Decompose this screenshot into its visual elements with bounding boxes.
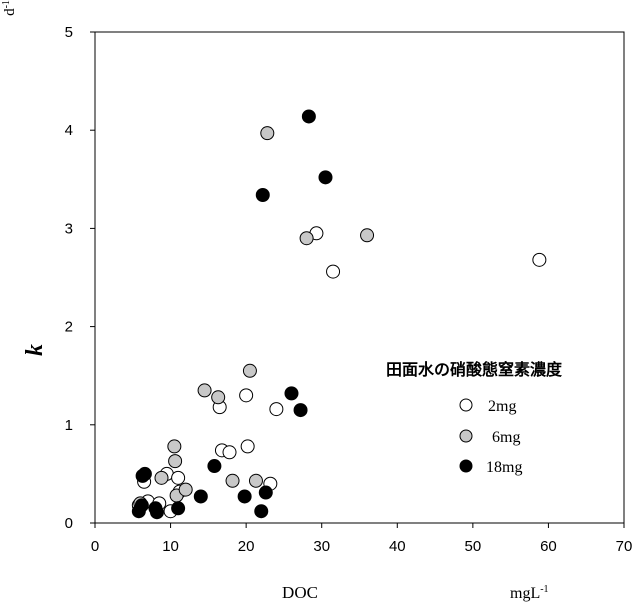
data-points	[131, 109, 547, 520]
x-tick-label: 70	[616, 538, 632, 555]
point-6mg	[154, 470, 169, 485]
legend-marker-2mg	[459, 398, 473, 412]
point-2mg	[269, 402, 284, 417]
point-6mg	[360, 228, 375, 243]
point-18mg	[318, 170, 333, 185]
x-tick-label: 40	[389, 538, 406, 555]
legend-label-18mg: 18mg	[486, 459, 522, 476]
x-tick-label: 10	[162, 538, 179, 555]
point-18mg	[171, 501, 186, 516]
point-18mg	[193, 489, 208, 504]
point-2mg	[326, 264, 341, 279]
legend-label-2mg: 2mg	[488, 398, 516, 415]
legend-marker-18mg	[459, 459, 473, 473]
point-18mg	[255, 188, 270, 203]
point-2mg	[532, 252, 547, 267]
point-2mg	[239, 388, 254, 403]
point-6mg	[178, 482, 193, 497]
point-6mg	[167, 439, 182, 454]
point-6mg	[168, 454, 183, 469]
point-6mg	[260, 126, 275, 141]
y-tick-label: 0	[65, 515, 73, 532]
point-18mg	[293, 403, 308, 418]
legend-label-6mg: 6mg	[492, 429, 520, 446]
x-tick-label: 20	[238, 538, 255, 555]
x-tick-label: 0	[91, 538, 99, 555]
y-tick-label: 5	[65, 24, 73, 41]
x-tick-label: 30	[313, 538, 330, 555]
y-tick-label: 4	[65, 122, 73, 139]
point-2mg	[240, 439, 255, 454]
y-tick-label: 2	[65, 319, 73, 336]
legend-marker-6mg	[459, 429, 473, 443]
point-2mg	[171, 470, 186, 485]
y-tick-label: 1	[65, 417, 73, 434]
point-18mg	[237, 489, 252, 504]
y-tick-label: 3	[65, 220, 73, 237]
point-6mg	[197, 383, 212, 398]
y-axis-label: k	[22, 344, 48, 356]
x-tick-label: 50	[465, 538, 482, 555]
point-18mg	[149, 505, 164, 520]
point-6mg	[248, 473, 263, 488]
point-18mg	[207, 459, 222, 474]
point-2mg	[222, 445, 237, 460]
point-6mg	[211, 390, 226, 405]
point-18mg	[284, 386, 299, 401]
axis-ticks: 0 10 20 30 40 50 60 70 0 1 2 3 4 5	[65, 24, 632, 555]
x-axis-label: DOC	[282, 583, 318, 602]
legend-title: 田面水の硝酸態窒素濃度	[386, 360, 563, 379]
point-6mg	[225, 473, 240, 488]
point-6mg	[299, 231, 314, 246]
point-6mg	[242, 363, 257, 378]
y-axis-unit: d-1	[1, 0, 18, 16]
x-tick-label: 60	[540, 538, 557, 555]
point-18mg	[137, 466, 152, 481]
legend: 田面水の硝酸態窒素濃度 2mg 6mg 18mg	[386, 360, 563, 476]
plot-area	[94, 31, 625, 524]
x-axis-unit: mgL-1	[510, 584, 549, 602]
point-18mg	[254, 504, 269, 519]
point-18mg	[258, 485, 273, 500]
point-18mg	[134, 498, 149, 513]
point-18mg	[301, 109, 316, 124]
